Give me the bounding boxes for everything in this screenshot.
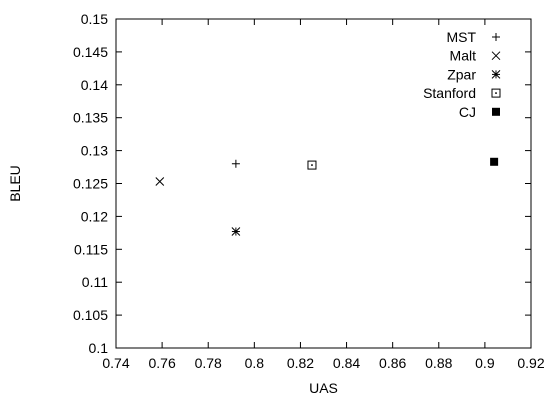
legend-marker-zpar [491,70,501,79]
legend-marker-malt [491,51,501,61]
legend: MST Malt Zpar Stanford CJ [423,29,501,120]
y-tick-label: 0.115 [74,241,108,257]
y-tick-label: 0.145 [73,44,108,60]
data-point-cj [490,157,499,166]
x-tick-label: 0.86 [379,355,406,371]
y-tick-label: 0.13 [81,143,108,159]
x-tick-label: 0.78 [195,355,222,371]
y-tick-label: 0.14 [81,77,108,93]
data-point-stanford [307,160,317,170]
x-tick-label: 0.84 [333,355,360,371]
y-axis-label: BLEU [7,165,23,202]
legend-label: CJ [459,104,476,120]
data-point-malt [155,177,165,186]
y-tick-label: 0.11 [82,274,108,290]
y-tick-label: 0.135 [73,110,108,126]
legend-label: Malt [450,48,477,64]
legend-marker-cj [492,107,500,116]
x-tick-label: 0.82 [287,355,314,371]
y-tick-label: 0.15 [81,11,108,27]
data-point-mst [231,159,240,168]
legend-label: Zpar [447,66,476,82]
data-points [155,157,499,236]
legend-marker-mst [492,33,500,41]
legend-label: MST [446,29,476,45]
x-tick-label: 0.92 [517,355,544,371]
y-tick-label: 0.1 [89,340,109,356]
x-tick-label: 0.76 [148,355,175,371]
y-tick-label: 0.12 [81,208,108,224]
data-point-zpar [231,227,241,236]
x-tick-label: 0.8 [245,355,265,371]
legend-label: Stanford [423,85,476,101]
x-tick-label: 0.9 [475,355,495,371]
y-tick-label: 0.125 [73,176,108,192]
x-axis-label: UAS [309,380,338,396]
x-tick-label: 0.88 [425,355,452,371]
legend-marker-stanford [491,88,501,98]
y-tick-label: 0.105 [73,307,108,323]
axis-ticks [115,18,532,349]
x-tick-label: 0.74 [102,355,129,371]
tick-labels: 0.74 0.76 0.78 0.8 0.82 0.84 0.86 0.88 0.9 0.92 0.… [73,11,545,371]
